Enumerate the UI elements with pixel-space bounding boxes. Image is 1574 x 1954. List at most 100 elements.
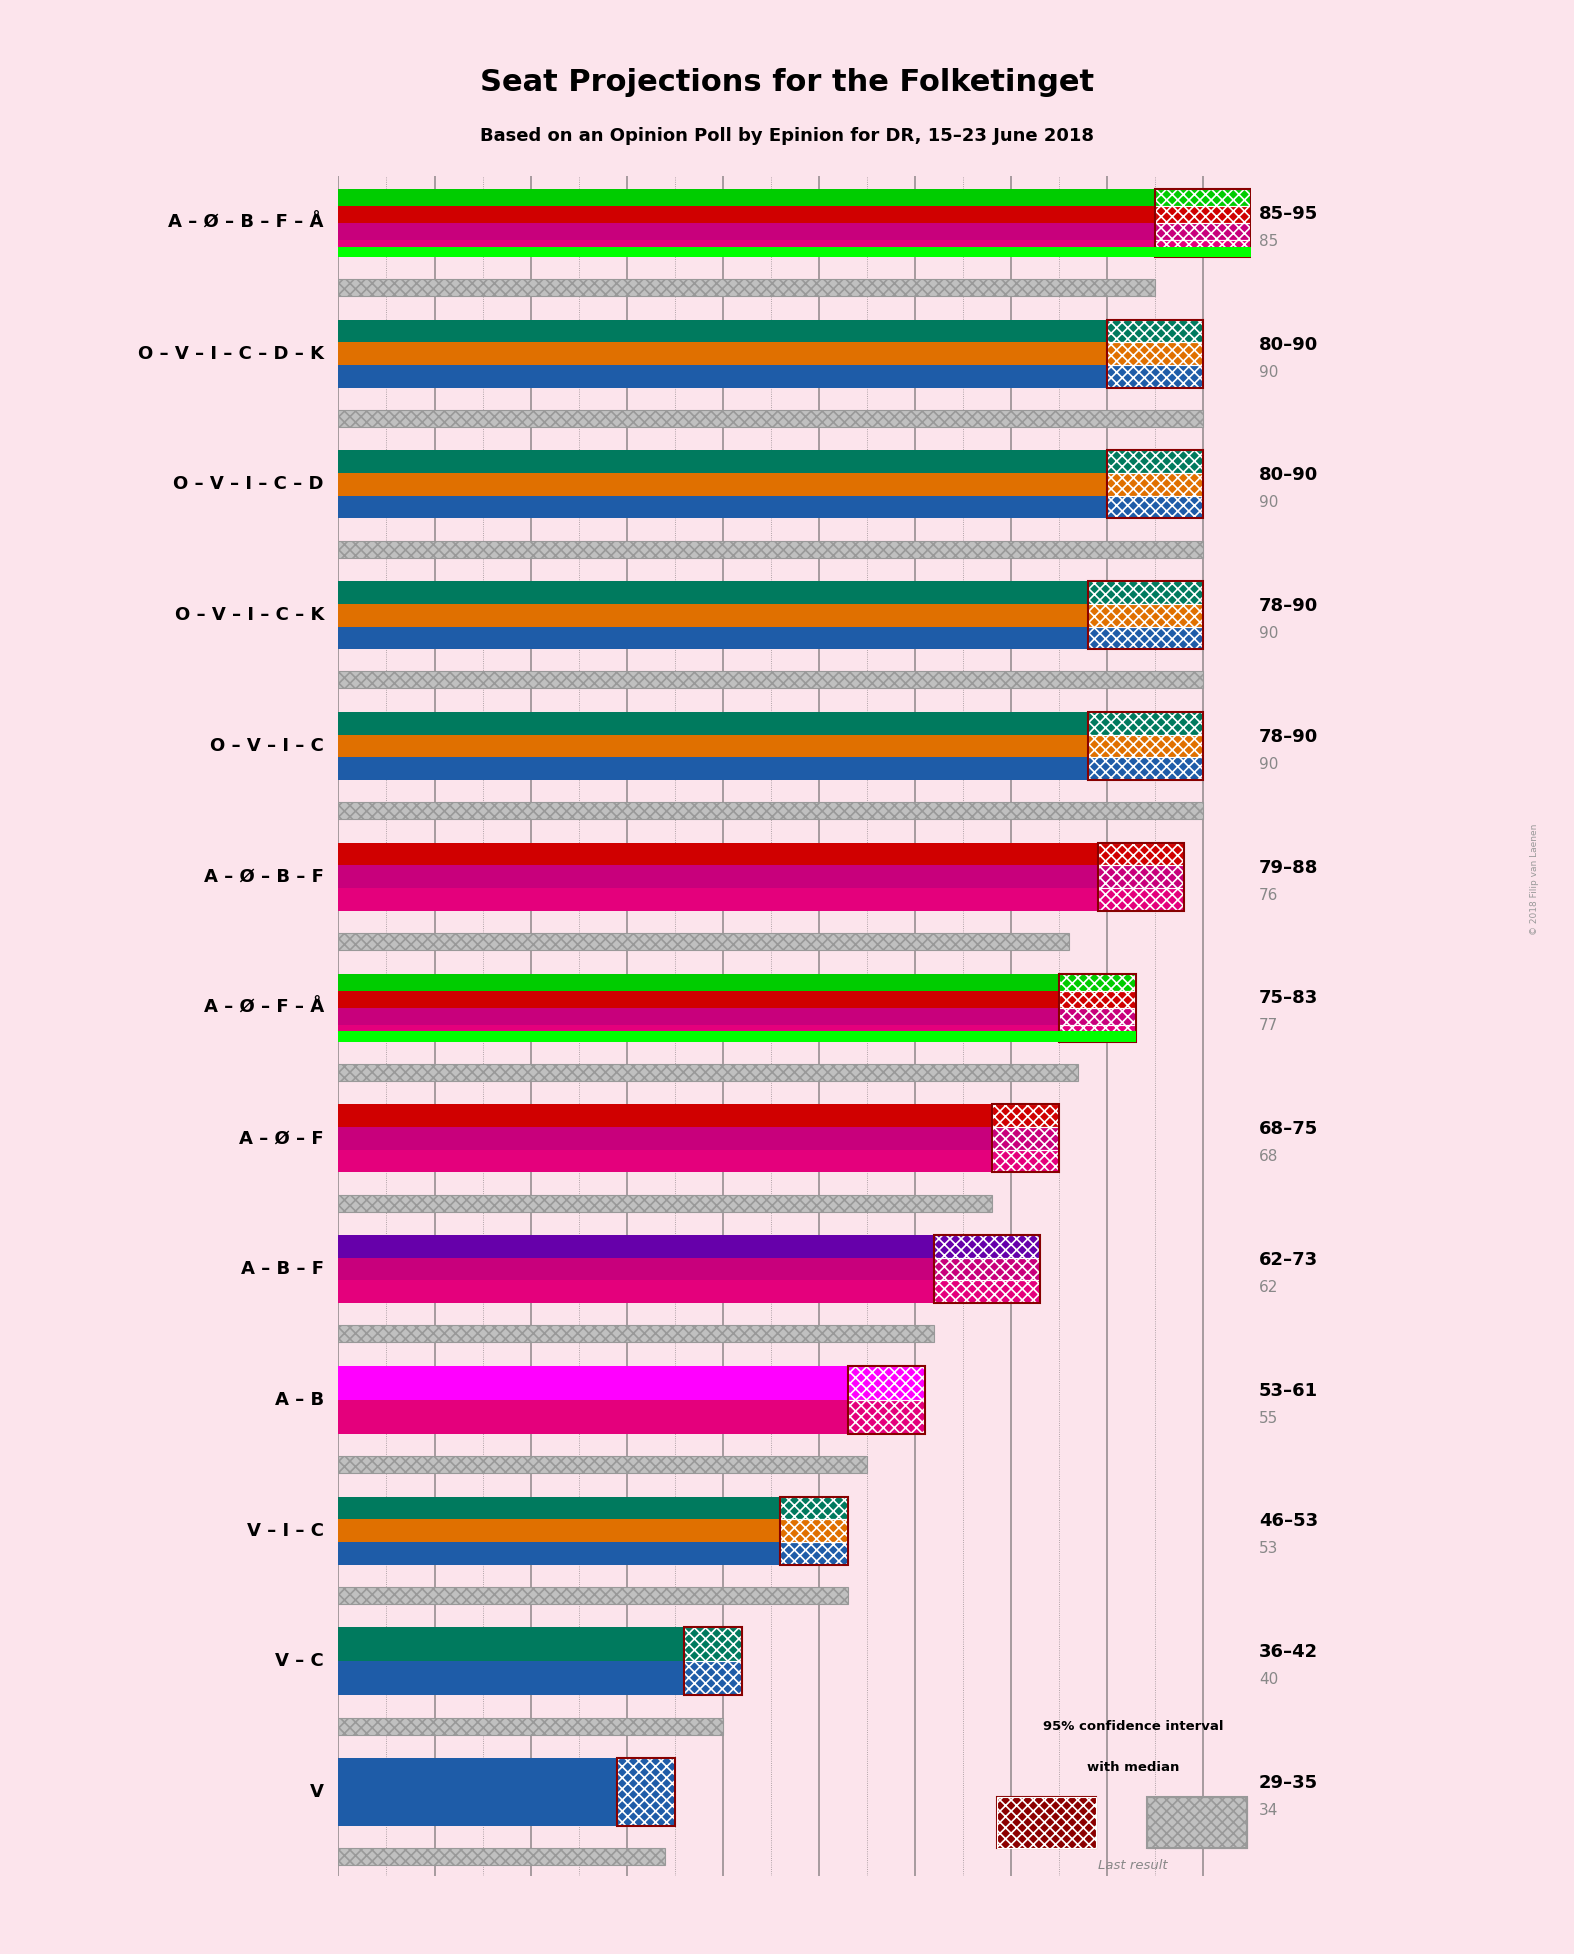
Bar [1107, 473, 1203, 496]
Text: V: V [310, 1784, 324, 1802]
Bar [781, 1497, 848, 1520]
Bar [338, 1520, 781, 1542]
Bar [338, 1194, 992, 1211]
Bar [338, 1063, 1078, 1081]
Bar [935, 1258, 1040, 1280]
Bar [781, 1520, 848, 1542]
Bar [338, 1149, 992, 1172]
Bar [1107, 473, 1203, 496]
Bar [338, 1235, 935, 1258]
Bar [338, 1848, 666, 1866]
Text: O – V – I – C: O – V – I – C [209, 737, 324, 754]
Bar [1107, 496, 1203, 518]
Bar [935, 1235, 1040, 1303]
Bar [992, 1104, 1059, 1127]
Bar [338, 1063, 1078, 1081]
Bar [1097, 889, 1184, 911]
Text: V – I – C: V – I – C [247, 1522, 324, 1540]
Text: 90: 90 [1259, 756, 1278, 772]
Bar [338, 1127, 992, 1149]
Bar [992, 1149, 1059, 1172]
Text: 34: 34 [1259, 1804, 1278, 1817]
Bar [1059, 1008, 1136, 1024]
Bar [992, 1104, 1059, 1127]
Text: O – V – I – C – D – K: O – V – I – C – D – K [139, 344, 324, 363]
Bar [1107, 320, 1203, 342]
Bar [998, 1798, 1097, 1848]
Bar [338, 365, 1107, 387]
Bar [338, 473, 1107, 496]
Bar [338, 190, 1155, 205]
Bar [992, 1127, 1059, 1149]
Bar [338, 1325, 935, 1342]
Bar [1107, 496, 1203, 518]
Bar [338, 1628, 685, 1661]
Bar [338, 1325, 935, 1342]
Text: 78–90: 78–90 [1259, 727, 1319, 746]
Bar [1088, 758, 1203, 780]
Bar [1155, 223, 1251, 240]
Text: A – Ø – F: A – Ø – F [239, 1129, 324, 1147]
Bar [1155, 190, 1251, 256]
Bar [1088, 627, 1203, 649]
Text: 85–95: 85–95 [1259, 205, 1319, 223]
Bar [992, 1104, 1059, 1172]
Bar [848, 1399, 924, 1434]
Bar [1155, 246, 1251, 256]
Text: A – Ø – F – Å: A – Ø – F – Å [203, 998, 324, 1016]
Text: 53: 53 [1259, 1542, 1278, 1557]
Bar [338, 1497, 781, 1520]
Text: 55: 55 [1259, 1411, 1278, 1426]
Text: 68–75: 68–75 [1259, 1120, 1319, 1137]
Bar [338, 1718, 722, 1735]
Bar [992, 1127, 1059, 1149]
Bar [1097, 866, 1184, 889]
Bar [1107, 365, 1203, 387]
Bar [338, 711, 1088, 735]
Text: 80–90: 80–90 [1259, 336, 1319, 354]
Bar [338, 205, 1155, 223]
Text: Last result: Last result [1099, 1858, 1168, 1872]
Text: 29–35: 29–35 [1259, 1774, 1317, 1792]
Bar [338, 1104, 992, 1127]
Bar [338, 932, 1069, 950]
Bar [1088, 711, 1203, 780]
Bar [338, 279, 1155, 297]
Text: O – V – I – C – D: O – V – I – C – D [173, 475, 324, 494]
Text: 77: 77 [1259, 1018, 1278, 1034]
Text: Seat Projections for the Folketinget: Seat Projections for the Folketinget [480, 68, 1094, 98]
Bar [617, 1759, 675, 1827]
Bar [1088, 627, 1203, 649]
Bar [935, 1235, 1040, 1258]
Bar [1088, 735, 1203, 758]
Bar [338, 1542, 781, 1565]
Text: 78–90: 78–90 [1259, 598, 1319, 616]
Bar [1059, 1008, 1136, 1024]
Bar [1107, 320, 1203, 387]
Bar [338, 1848, 666, 1866]
Bar [617, 1759, 675, 1827]
Text: 46–53: 46–53 [1259, 1512, 1317, 1530]
Text: 76: 76 [1259, 887, 1278, 903]
Bar [338, 735, 1088, 758]
Text: 95% confidence interval: 95% confidence interval [1044, 1720, 1223, 1733]
Bar [781, 1542, 848, 1565]
Bar [338, 1587, 848, 1604]
Bar [1059, 973, 1136, 991]
Text: 75–83: 75–83 [1259, 989, 1319, 1008]
Text: A – B – F: A – B – F [241, 1260, 324, 1278]
Bar [338, 1661, 685, 1696]
Bar [338, 541, 1203, 557]
Text: 80–90: 80–90 [1259, 467, 1319, 485]
Bar [781, 1497, 848, 1565]
Bar [338, 627, 1088, 649]
Bar [1107, 451, 1203, 473]
Bar [685, 1661, 741, 1696]
Bar [848, 1366, 924, 1399]
Bar [338, 604, 1088, 627]
Text: 36–42: 36–42 [1259, 1643, 1317, 1661]
Bar [1059, 1024, 1136, 1041]
Bar [1088, 580, 1203, 604]
Bar [1155, 205, 1251, 223]
Text: Based on an Opinion Poll by Epinion for DR, 15–23 June 2018: Based on an Opinion Poll by Epinion for … [480, 127, 1094, 145]
